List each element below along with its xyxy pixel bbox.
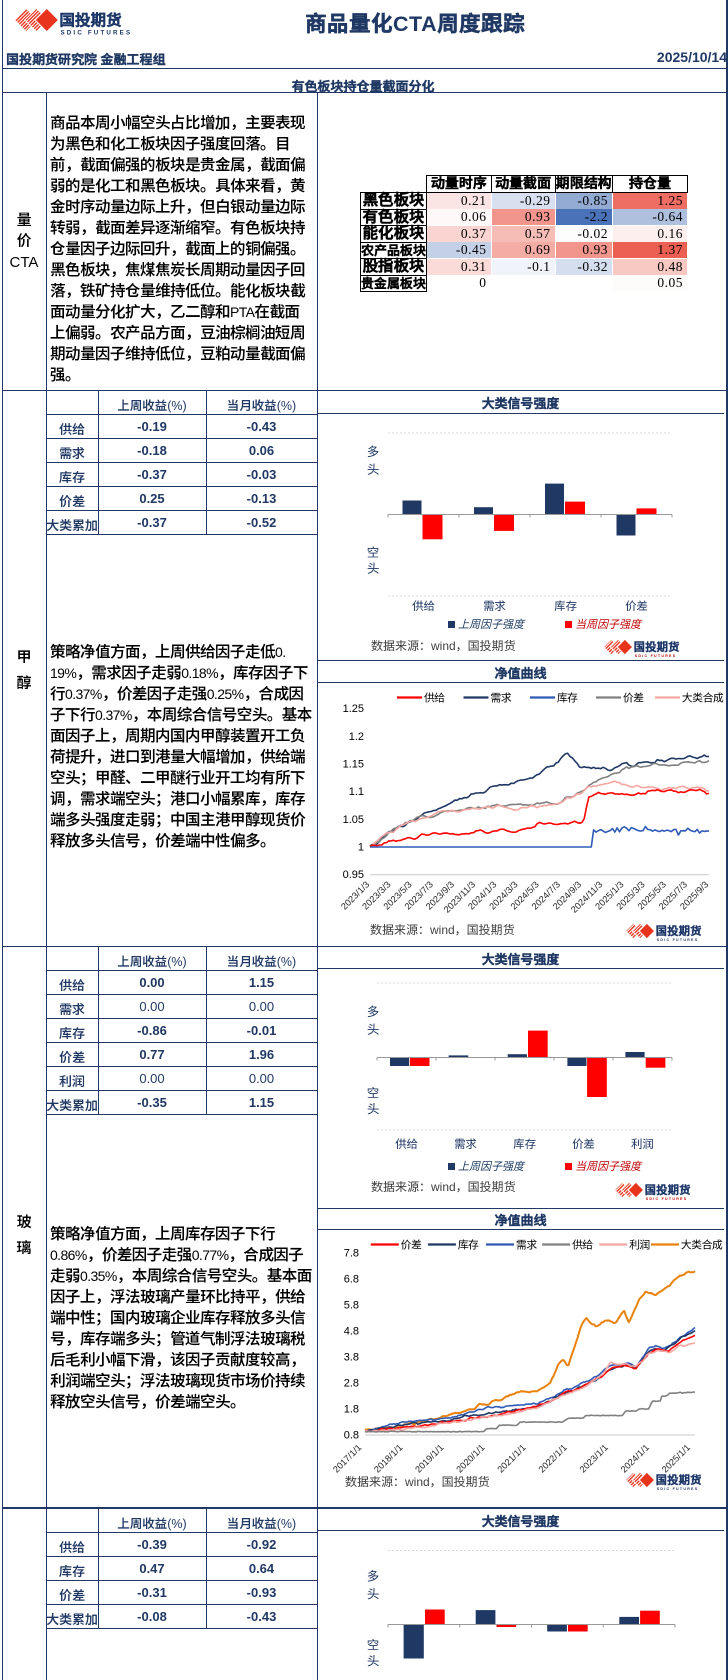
svg-text:大类合成: 大类合成 <box>681 1239 723 1252</box>
svg-text:2018/1/1: 2018/1/1 <box>372 1442 404 1474</box>
svg-text:5.8: 5.8 <box>344 1300 359 1312</box>
svg-text:1.1: 1.1 <box>349 786 364 798</box>
svg-text:库存: 库存 <box>458 1239 479 1252</box>
svg-text:供给: 供给 <box>572 1239 593 1252</box>
svg-text:3.8: 3.8 <box>344 1352 359 1364</box>
svg-text:SDIC FUTURES: SDIC FUTURES <box>646 1197 688 1201</box>
svg-text:国投期货: 国投期货 <box>645 1183 691 1197</box>
svg-text:2017/1/1: 2017/1/1 <box>331 1442 363 1474</box>
svg-text:1.25: 1.25 <box>343 703 364 715</box>
svg-text:7.8: 7.8 <box>344 1248 359 1260</box>
svg-text:SDIC FUTURES: SDIC FUTURES <box>657 1487 699 1491</box>
svg-text:数据来源：wind，国投期货: 数据来源：wind，国投期货 <box>370 923 515 937</box>
svg-text:库存: 库存 <box>513 1138 536 1151</box>
svg-text:库存: 库存 <box>554 600 577 613</box>
svg-text:2021/1/1: 2021/1/1 <box>495 1442 527 1474</box>
svg-text:国投期货: 国投期货 <box>656 1473 702 1487</box>
svg-text:大类合成: 大类合成 <box>682 692 724 705</box>
svg-text:头: 头 <box>367 1654 380 1668</box>
svg-text:当周因子强度: 当周因子强度 <box>575 618 643 631</box>
svg-text:国投期货: 国投期货 <box>634 640 680 654</box>
svg-text:供给: 供给 <box>424 692 445 705</box>
svg-text:空: 空 <box>367 1087 380 1101</box>
svg-text:1: 1 <box>358 842 364 854</box>
svg-text:1.05: 1.05 <box>343 814 364 826</box>
svg-text:0.8: 0.8 <box>344 1430 359 1442</box>
svg-text:2.8: 2.8 <box>344 1378 359 1390</box>
svg-text:头: 头 <box>367 1587 380 1601</box>
svg-text:1.8: 1.8 <box>344 1404 359 1416</box>
svg-text:国投期货: 国投期货 <box>60 12 123 30</box>
svg-text:供给: 供给 <box>395 1137 418 1151</box>
svg-text:利润: 利润 <box>629 1239 650 1252</box>
svg-text:空: 空 <box>367 1638 380 1652</box>
svg-text:上周因子强度: 上周因子强度 <box>458 618 526 631</box>
svg-text:供给: 供给 <box>412 599 435 613</box>
svg-text:头: 头 <box>367 1023 380 1037</box>
svg-text:价差: 价差 <box>623 692 644 705</box>
svg-text:多: 多 <box>367 445 380 459</box>
svg-text:头: 头 <box>367 562 380 576</box>
svg-text:空: 空 <box>367 546 380 560</box>
svg-text:价差: 价差 <box>401 1239 422 1252</box>
svg-text:SDIC FUTURES: SDIC FUTURES <box>657 938 699 942</box>
svg-text:上周因子强度: 上周因子强度 <box>458 1160 526 1173</box>
svg-text:利润: 利润 <box>631 1138 654 1151</box>
svg-text:数据来源：wind，国投期货: 数据来源：wind，国投期货 <box>371 639 516 653</box>
svg-text:2020/1/1: 2020/1/1 <box>454 1442 486 1474</box>
svg-text:头: 头 <box>367 463 380 477</box>
svg-text:SDIC FUTURES: SDIC FUTURES <box>61 29 133 36</box>
svg-text:2019/1/1: 2019/1/1 <box>413 1442 445 1474</box>
svg-text:需求: 需求 <box>454 1138 477 1151</box>
svg-text:需求: 需求 <box>483 600 506 613</box>
svg-text:数据来源：wind，国投期货: 数据来源：wind，国投期货 <box>371 1180 516 1194</box>
svg-text:SDIC FUTURES: SDIC FUTURES <box>635 654 677 658</box>
svg-text:2022/1/1: 2022/1/1 <box>537 1442 569 1474</box>
svg-text:头: 头 <box>367 1103 380 1117</box>
svg-text:价差: 价差 <box>572 1138 595 1151</box>
svg-text:2023/1/1: 2023/1/1 <box>578 1442 610 1474</box>
svg-text:1.15: 1.15 <box>343 759 364 771</box>
svg-text:6.8: 6.8 <box>344 1274 359 1286</box>
svg-text:多: 多 <box>367 1005 380 1019</box>
svg-text:国投期货: 国投期货 <box>656 924 702 938</box>
svg-text:库存: 库存 <box>557 692 578 705</box>
svg-text:当周因子强度: 当周因子强度 <box>575 1160 643 1173</box>
svg-text:需求: 需求 <box>516 1240 537 1252</box>
svg-text:0.95: 0.95 <box>343 869 364 881</box>
svg-text:价差: 价差 <box>625 600 648 613</box>
svg-text:多: 多 <box>367 1569 380 1583</box>
svg-text:4.8: 4.8 <box>344 1326 359 1338</box>
svg-text:需求: 需求 <box>491 693 512 705</box>
svg-text:1.2: 1.2 <box>349 731 364 743</box>
svg-text:数据来源：wind，国投期货: 数据来源：wind，国投期货 <box>345 1475 490 1489</box>
